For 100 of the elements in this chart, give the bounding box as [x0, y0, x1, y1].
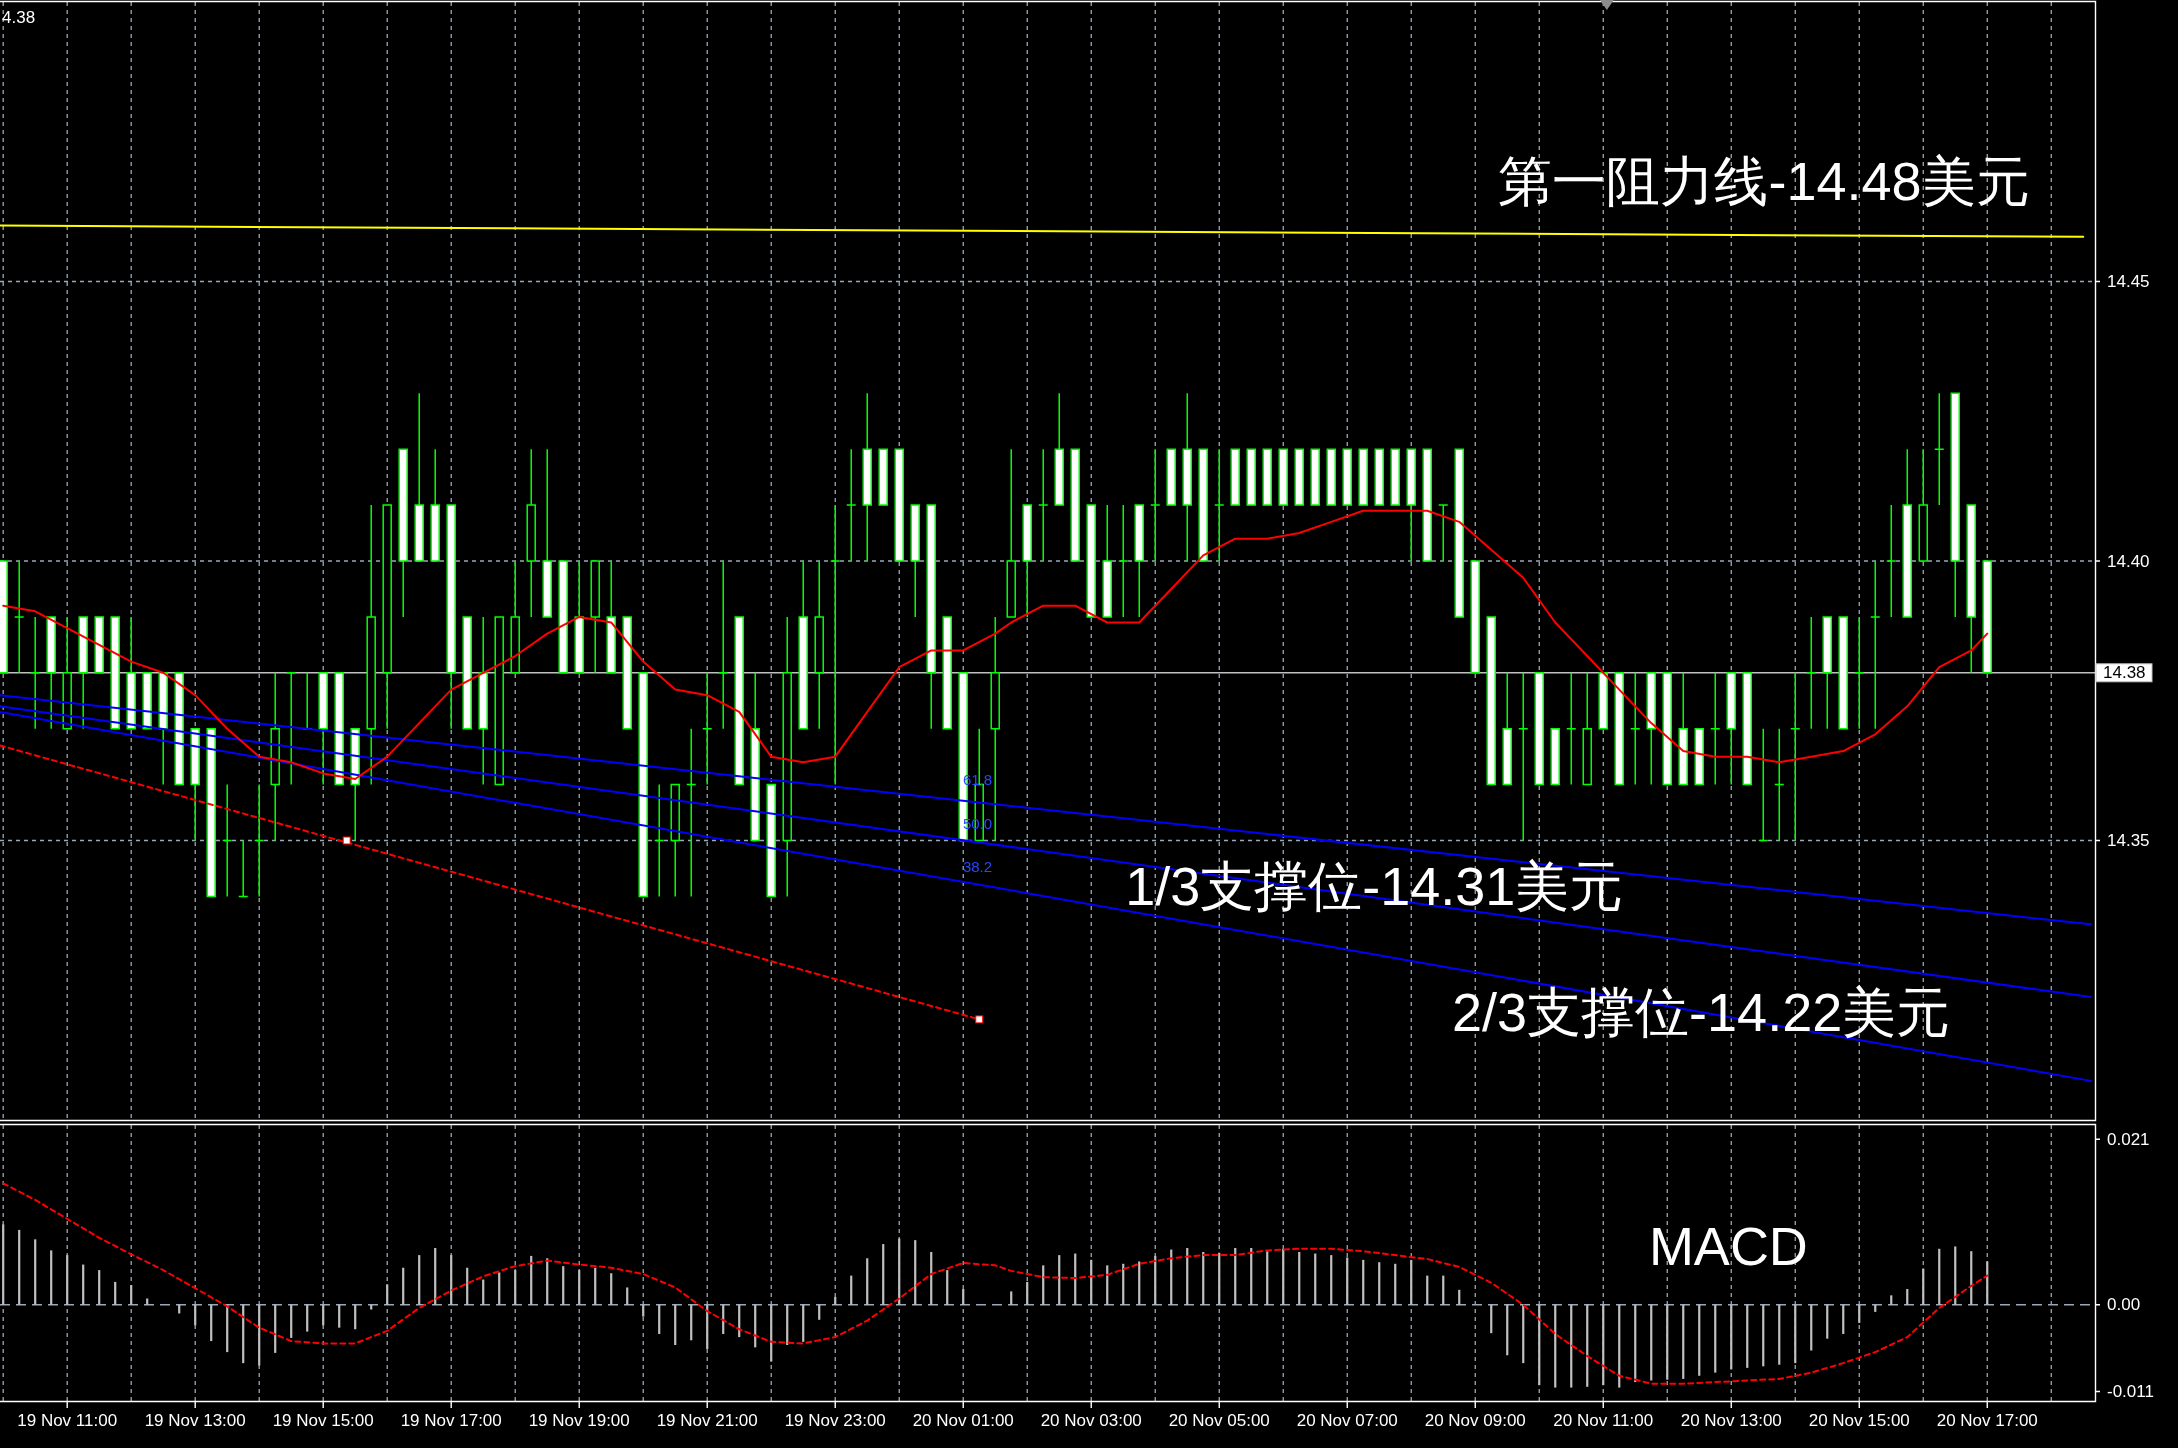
x-tick-label: 20 Nov 05:00	[1168, 1410, 1270, 1430]
candlestick	[221, 783, 233, 898]
candlestick	[845, 448, 857, 562]
candlestick	[430, 448, 440, 562]
candlestick	[685, 727, 697, 898]
bar	[1202, 1251, 1205, 1305]
candlestick	[29, 616, 41, 730]
bar	[578, 1270, 581, 1305]
candlestick	[1406, 448, 1416, 562]
candlestick	[1774, 727, 1785, 842]
bar	[1906, 1289, 1909, 1305]
bar	[1890, 1295, 1893, 1305]
bar	[1330, 1255, 1333, 1305]
bar	[850, 1275, 853, 1305]
bar	[1698, 1304, 1701, 1376]
bar	[1026, 1281, 1029, 1305]
bar	[1938, 1248, 1941, 1305]
bar	[50, 1250, 53, 1305]
candlestick	[1054, 392, 1064, 506]
candlestick	[446, 504, 456, 730]
candlestick	[734, 616, 744, 786]
candlestick	[894, 448, 904, 562]
candlestick	[46, 616, 56, 730]
candlestick	[1550, 727, 1560, 786]
bar	[1426, 1275, 1429, 1305]
candlestick	[670, 783, 680, 898]
bar	[1458, 1289, 1461, 1305]
candlestick	[622, 616, 632, 730]
candlestick	[1838, 616, 1849, 730]
candlestick	[701, 672, 713, 786]
candlestick	[1694, 727, 1704, 786]
candlestick	[1870, 560, 1881, 730]
bar	[514, 1270, 517, 1305]
candlestick	[1438, 504, 1449, 562]
x-tick-label: 20 Nov 13:00	[1680, 1410, 1782, 1430]
x-tick-label: 20 Nov 15:00	[1808, 1410, 1910, 1430]
bar	[290, 1304, 293, 1338]
candlestick	[142, 672, 152, 730]
candlestick	[366, 504, 376, 786]
candlestick	[494, 616, 504, 786]
bar	[210, 1304, 213, 1342]
bar	[498, 1272, 501, 1305]
candlestick	[1358, 448, 1368, 506]
candlestick	[1102, 504, 1112, 618]
bar	[642, 1304, 645, 1317]
bar	[834, 1296, 837, 1305]
candlestick	[174, 672, 184, 786]
bar	[946, 1270, 949, 1305]
candlestick	[318, 672, 328, 786]
candlestick	[414, 392, 424, 562]
bar	[1826, 1304, 1829, 1339]
candlestick	[253, 783, 265, 898]
candlestick	[270, 672, 280, 842]
bar	[802, 1304, 805, 1342]
bar	[18, 1229, 21, 1305]
bar	[1778, 1304, 1781, 1365]
bar	[1858, 1304, 1861, 1323]
bar	[1794, 1304, 1797, 1364]
candlestick	[1149, 448, 1161, 562]
bar	[82, 1264, 85, 1305]
bar	[1410, 1259, 1413, 1305]
x-tick-label: 20 Nov 11:00	[1553, 1410, 1654, 1430]
bar	[1810, 1304, 1813, 1351]
candlestick	[766, 783, 776, 898]
candlestick	[1758, 727, 1769, 842]
bar	[1394, 1263, 1397, 1305]
annotation: 4.38	[2, 7, 36, 27]
bar	[466, 1267, 469, 1305]
candlestick	[1022, 504, 1032, 618]
bar	[1378, 1262, 1381, 1305]
candlestick	[1790, 672, 1801, 842]
bar	[146, 1298, 149, 1305]
bar	[882, 1244, 885, 1305]
bar	[1314, 1253, 1317, 1305]
annotation: MACD	[1648, 1215, 1808, 1276]
candlestick	[285, 672, 297, 786]
candlestick	[1278, 448, 1288, 506]
candlestick	[1213, 448, 1225, 562]
x-tick-label: 20 Nov 01:00	[912, 1410, 1014, 1430]
bar	[1650, 1304, 1653, 1381]
bar	[1282, 1248, 1285, 1305]
candlestick	[1182, 392, 1192, 562]
candlestick	[1710, 672, 1721, 786]
candlestick	[510, 560, 520, 674]
candlestick	[526, 448, 536, 618]
x-tick-label: 19 Nov 21:00	[656, 1410, 758, 1430]
candlestick	[1822, 616, 1833, 730]
bar	[98, 1270, 101, 1305]
candlestick	[1742, 672, 1753, 786]
candlestick	[382, 504, 392, 730]
x-tick-label: 19 Nov 19:00	[528, 1410, 630, 1430]
candlestick	[653, 783, 665, 898]
bar	[866, 1258, 869, 1305]
candlestick	[1534, 672, 1544, 786]
bar	[338, 1304, 341, 1328]
y-tick-label: -0.011	[2107, 1382, 2154, 1402]
candlestick	[1006, 448, 1016, 618]
candlestick	[237, 839, 249, 898]
bar	[1362, 1259, 1365, 1305]
candlestick	[1342, 448, 1352, 506]
